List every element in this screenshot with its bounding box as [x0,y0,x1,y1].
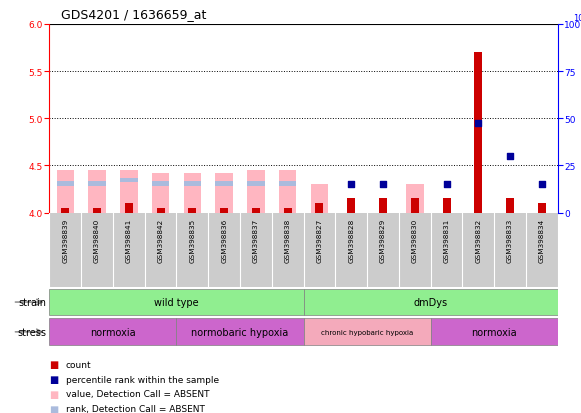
Bar [252,209,260,213]
Bar [56,171,74,213]
Bar [406,185,424,213]
Bar [462,25,494,213]
Bar [431,319,558,345]
Text: GSM398833: GSM398833 [507,218,513,262]
Point [442,182,451,188]
Bar [335,25,367,213]
Bar [303,289,558,316]
Text: dmDys: dmDys [414,297,448,307]
Bar [220,209,228,213]
Text: ■: ■ [49,389,59,399]
Bar [443,199,450,213]
Bar [399,25,431,213]
Text: ■: ■ [49,359,59,369]
Bar [184,173,201,213]
Text: GSM398829: GSM398829 [380,218,386,262]
Bar [240,25,272,213]
Bar [177,319,303,345]
Bar [145,25,177,213]
Bar [247,182,265,187]
Text: GSM398832: GSM398832 [475,218,481,262]
Bar [506,199,514,213]
Bar [216,173,233,213]
Text: normoxia: normoxia [90,327,136,337]
Bar [56,182,74,187]
Text: GSM398840: GSM398840 [94,218,100,262]
Bar [303,319,431,345]
Bar [88,182,106,187]
Text: GSM398836: GSM398836 [221,218,227,262]
Text: GSM398827: GSM398827 [317,218,322,262]
Bar [120,178,138,183]
Bar [367,25,399,213]
Point [537,182,547,188]
Bar [62,209,69,213]
Text: ■: ■ [49,374,59,384]
Text: 100%: 100% [573,14,581,23]
Bar [152,182,169,187]
Bar [49,289,303,316]
Point [347,182,356,188]
Text: normoxia: normoxia [471,327,517,337]
Bar [157,209,164,213]
Bar [208,25,240,213]
Text: rank, Detection Call = ABSENT: rank, Detection Call = ABSENT [66,404,205,413]
Bar [279,171,296,213]
Bar [303,25,335,213]
Bar [184,182,201,187]
Bar [431,25,462,213]
Text: ■: ■ [49,404,59,413]
Text: strain: strain [19,297,46,307]
Bar [315,204,324,213]
Text: percentile rank within the sample: percentile rank within the sample [66,375,219,384]
Bar [88,171,106,213]
Bar [49,319,177,345]
Bar [113,25,145,213]
Text: GSM398834: GSM398834 [539,218,545,262]
Bar [247,171,265,213]
Bar [538,204,546,213]
Text: GSM398831: GSM398831 [443,218,450,262]
Text: GSM398828: GSM398828 [348,218,354,262]
Bar [411,199,419,213]
Bar [279,182,296,187]
Bar [272,25,303,213]
Bar [347,199,355,213]
Bar [177,25,208,213]
Bar [120,171,138,213]
Text: GSM398835: GSM398835 [189,218,195,262]
Bar [284,209,292,213]
Bar [188,209,196,213]
Text: GSM398842: GSM398842 [157,218,164,262]
Bar [152,173,169,213]
Point [505,153,515,160]
Text: GSM398839: GSM398839 [62,218,69,262]
Bar [474,53,482,213]
Point [378,182,388,188]
Bar [81,25,113,213]
Text: GSM398830: GSM398830 [412,218,418,262]
Text: count: count [66,360,91,369]
Text: chronic hypobaric hypoxia: chronic hypobaric hypoxia [321,329,413,335]
Bar [216,182,233,187]
Text: GSM398837: GSM398837 [253,218,259,262]
Point [474,120,483,127]
Text: GSM398838: GSM398838 [285,218,290,262]
Bar [49,25,81,213]
Text: GSM398841: GSM398841 [126,218,132,262]
Text: value, Detection Call = ABSENT: value, Detection Call = ABSENT [66,389,209,399]
Bar [93,209,101,213]
Bar [311,185,328,213]
Bar [125,204,133,213]
Text: stress: stress [17,327,46,337]
Bar [494,25,526,213]
Text: wild type: wild type [154,297,199,307]
Text: GDS4201 / 1636659_at: GDS4201 / 1636659_at [61,8,206,21]
Bar [526,25,558,213]
Bar [379,199,387,213]
Text: normobaric hypoxia: normobaric hypoxia [191,327,289,337]
